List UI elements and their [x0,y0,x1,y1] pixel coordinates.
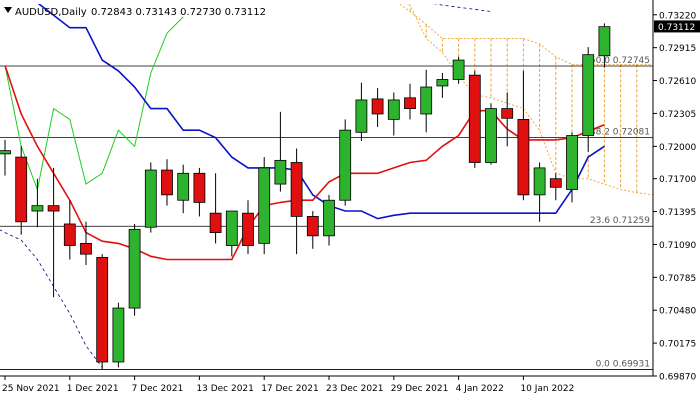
bearish-candle [290,162,303,217]
fib-level-label: 50.0 0.72745 [590,56,650,66]
y-tick-label: 0.71395 [659,208,696,218]
x-tick-label: 25 Nov 2021 [2,384,60,394]
candlesticks [0,23,611,370]
x-tick-label: 13 Dec 2021 [196,384,254,394]
ohlc-values: 0.72843 0.73143 0.72730 0.73112 [91,7,266,18]
bearish-candle [80,242,92,255]
bearish-candle [404,97,416,109]
x-tick-label: 29 Dec 2021 [391,384,449,394]
fib-level-label: 38.2 0.72081 [590,128,650,138]
bearish-candle [96,256,109,363]
bullish-candle [0,150,11,155]
bearish-candle [161,169,173,196]
current-price-label: 0.73112 [658,23,695,33]
bullish-candle [598,26,611,57]
bullish-candle [533,167,546,196]
y-tick-label: 0.70785 [659,274,696,284]
y-tick-label: 0.70175 [659,340,696,350]
bearish-candle [242,212,254,246]
y-tick-label: 0.71700 [659,175,696,185]
y-tick-label: 0.72915 [659,44,696,54]
x-tick-label: 17 Dec 2021 [261,384,319,394]
bearish-candle [306,216,319,237]
bullish-candle [420,86,433,115]
bullish-candle [485,108,497,163]
x-tick-label: 1 Dec 2021 [67,384,119,394]
x-tick-label: 23 Dec 2021 [326,384,384,394]
bearish-candle [501,108,514,119]
axes: 0.73220 0.72915 0.72610 0.72305 0.72000 0.717… [0,0,700,394]
bullish-candle [452,59,465,80]
senkou-span-a [398,4,653,65]
bullish-candle [128,228,141,309]
bearish-candle [371,98,384,115]
bullish-candle [177,172,190,201]
bearish-candle [15,156,28,223]
collapse-triangle-icon [4,7,12,13]
fib-level-label: 0.0 0.69931 [596,359,650,369]
y-tick-label: 0.72305 [659,110,696,120]
bullish-candle [225,210,238,246]
bullish-candle [582,54,595,136]
current-price-box [654,20,700,33]
y-tick-label: 0.69870 [659,373,696,383]
bearish-candle [63,223,76,246]
bullish-candle [258,167,271,244]
y-tick-label: 0.72610 [659,77,696,87]
bullish-candle [566,135,578,190]
bullish-candle [436,79,449,87]
y-tick-label: 0.70480 [659,307,696,317]
bearish-candle [549,178,562,188]
fib-level-label: 23.6 0.71259 [590,216,650,226]
x-tick-label: 7 Dec 2021 [132,384,184,394]
x-tick-label: 4 Jan 2022 [456,384,504,394]
bearish-candle [193,172,206,203]
y-tick-label: 0.71090 [659,241,696,251]
tenkan-sen-line [4,65,605,261]
bullish-candle [339,129,352,201]
senkou-span-b [405,4,653,196]
bullish-candle [387,99,400,120]
chart-header: AUDUSD,Daily 0.72843 0.73143 0.72730 0.7… [4,7,266,18]
bullish-candle [112,307,125,363]
x-tick-label: 10 Jan 2022 [520,384,574,394]
bullish-candle [355,99,368,133]
chikou-span-line [4,16,184,192]
y-tick-label: 0.72000 [659,143,696,153]
bullish-candle [31,205,44,212]
bullish-candle [144,169,157,228]
symbol-label: AUDUSD,Daily [15,7,87,18]
bullish-candle [323,199,335,237]
bearish-candle [47,205,60,212]
dashed-trend-line [433,4,492,12]
bearish-candle [517,118,530,196]
bearish-candle [209,212,222,233]
y-tick-label: 0.73220 [659,11,696,21]
bearish-candle [468,74,481,163]
bullish-candle [274,159,287,185]
